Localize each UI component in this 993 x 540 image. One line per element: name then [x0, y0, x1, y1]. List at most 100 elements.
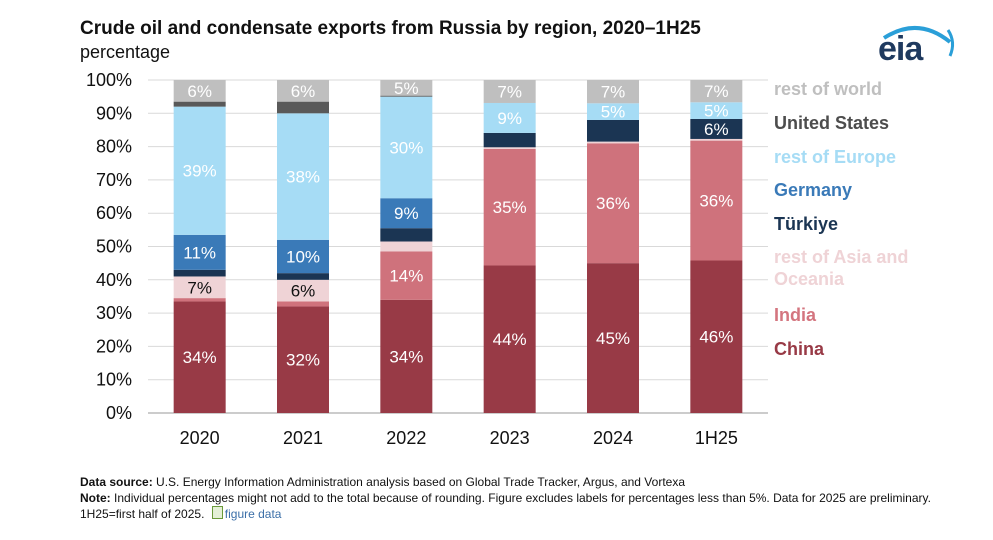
bar-segment	[380, 251, 433, 300]
bar-segment	[173, 234, 226, 270]
bar-segment	[690, 140, 743, 261]
bar-segment	[380, 299, 433, 413]
data-label: 34%	[183, 348, 217, 367]
eia-logo-text: eia	[878, 30, 923, 68]
data-label: 6%	[187, 82, 212, 101]
chart-subtitle: percentage	[80, 42, 171, 62]
bar-segment	[587, 80, 639, 104]
y-tick-label: 0%	[106, 403, 132, 423]
bar-segment	[173, 298, 226, 302]
bar-segment	[483, 80, 536, 103]
data-source-text: U.S. Energy Information Administration a…	[156, 475, 685, 489]
data-label: 5%	[394, 79, 419, 98]
bar-segment	[277, 301, 329, 307]
bar-segment	[483, 132, 536, 148]
bar-segment	[690, 102, 743, 119]
data-label: 32%	[286, 351, 320, 370]
y-tick-label: 70%	[96, 170, 132, 190]
bar-segment	[690, 80, 743, 103]
data-label: 7%	[601, 83, 626, 102]
bar-segment	[587, 263, 639, 413]
data-label: 14%	[389, 267, 423, 286]
bar-segment	[277, 306, 329, 413]
data-label: 46%	[699, 328, 733, 347]
y-tick-label: 90%	[96, 103, 132, 123]
y-tick-label: 100%	[86, 70, 132, 90]
data-label: 34%	[389, 347, 423, 366]
legend-entry: rest of world	[774, 79, 883, 99]
legend-entry: rest of Asia and Oceania	[774, 247, 909, 289]
bar-segment	[380, 80, 433, 96]
bar-segment	[380, 95, 433, 97]
y-tick-label: 30%	[96, 303, 132, 323]
bar-segment	[277, 113, 329, 240]
data-label: 36%	[699, 192, 733, 211]
data-label: 6%	[291, 282, 316, 301]
note-label: Note:	[80, 491, 111, 505]
x-tick-label: 1H25	[695, 428, 738, 448]
legend-entry: United States	[774, 113, 890, 133]
bar-segment	[173, 80, 226, 102]
bar-segment	[173, 301, 226, 413]
bar-segment	[380, 96, 433, 199]
legend-entry: Germany	[774, 180, 853, 200]
bar-segment	[690, 138, 743, 141]
bar-segment	[587, 119, 639, 142]
bar-segment	[483, 147, 536, 149]
bar-segment	[380, 228, 433, 242]
data-label: 36%	[596, 194, 630, 213]
chart-title: Crude oil and condensate exports from Ru…	[80, 18, 701, 39]
data-label: 7%	[187, 278, 212, 297]
bar-segment	[483, 102, 536, 133]
data-label: 5%	[704, 102, 729, 121]
bar-segment	[277, 239, 329, 274]
data-label: 39%	[183, 162, 217, 181]
note-text: Individual percentages might not add to …	[80, 491, 931, 521]
eia-logo: eia	[878, 20, 958, 76]
data-label: 9%	[394, 204, 419, 223]
x-tick-label: 2024	[593, 428, 633, 448]
data-label: 9%	[497, 109, 522, 128]
stacked-bar-chart: 0% 10% 20% 30% 40% 50% 60% 70% 80% 90% 100% 34% 7% 11…	[86, 70, 768, 448]
legend-entry: China	[774, 339, 825, 359]
data-label: 7%	[497, 82, 522, 101]
bar-segment	[277, 273, 329, 280]
legend-entry: rest of Europe	[774, 147, 897, 167]
bar-segment	[690, 260, 743, 413]
data-label: 35%	[493, 198, 527, 217]
x-tick-label: 2021	[283, 428, 323, 448]
data-label: 30%	[389, 138, 423, 157]
y-tick-label: 10%	[96, 370, 132, 390]
data-source-label: Data source:	[80, 475, 153, 489]
footer: Data source: U.S. Energy Information Adm…	[80, 474, 960, 522]
bar-segment	[483, 148, 536, 266]
data-label: 38%	[286, 168, 320, 187]
y-tick-label: 20%	[96, 336, 132, 356]
y-tick-label: 50%	[96, 237, 132, 257]
data-label: 11%	[183, 243, 216, 262]
legend-entry: India	[774, 305, 817, 325]
bar-segment	[587, 141, 639, 144]
y-tick-label: 80%	[96, 137, 132, 157]
note-line: Note: Individual percentages might not a…	[80, 490, 960, 522]
eia-swoosh-icon	[882, 25, 955, 57]
data-label: 7%	[704, 82, 729, 101]
figure-data-link[interactable]: figure data	[224, 507, 282, 521]
data-label: 44%	[493, 330, 527, 349]
data-source-line: Data source: U.S. Energy Information Adm…	[80, 474, 960, 490]
legend-entry: Türkiye	[774, 214, 839, 234]
spreadsheet-icon	[211, 506, 223, 519]
bar-segment	[690, 118, 743, 139]
bar-segment	[380, 241, 433, 252]
data-label: 45%	[596, 329, 630, 348]
y-tick-label: 60%	[96, 203, 132, 223]
bar-segment	[483, 265, 536, 413]
x-tick-label: 2022	[386, 428, 426, 448]
bar-segment	[277, 101, 329, 114]
bar-segment	[173, 276, 226, 299]
x-tick-label: 2023	[490, 428, 530, 448]
bar-segment	[277, 80, 329, 102]
data-label: 5%	[601, 103, 626, 122]
bar-segment	[587, 103, 639, 120]
